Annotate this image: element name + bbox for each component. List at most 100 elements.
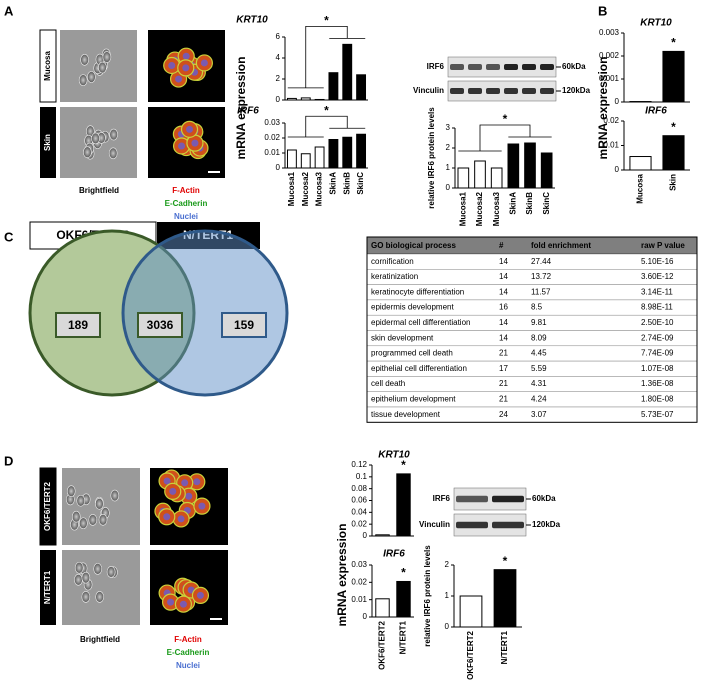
cell — [77, 495, 85, 506]
bar — [475, 161, 486, 188]
table-cell: 2.50E-10 — [641, 318, 674, 327]
x-tick-label: Mucosa1 — [287, 171, 296, 206]
panel-letter: A — [4, 3, 14, 18]
table-cell: epidermis development — [371, 303, 454, 312]
table-cell: 17 — [499, 364, 508, 373]
blot-band — [522, 64, 536, 70]
table-cell: 5.10E-16 — [641, 257, 674, 266]
table-cell: 5.73E-07 — [641, 410, 674, 419]
y-tick-label: 0 — [615, 165, 620, 174]
stain-label: F-Actin — [174, 635, 202, 644]
bar — [287, 150, 296, 168]
bar — [491, 168, 502, 188]
blot-size: 120kDa — [562, 86, 591, 95]
y-axis-label: mRNA expression — [335, 524, 349, 627]
bar — [301, 154, 310, 168]
nucleus — [197, 592, 204, 599]
blot-band — [456, 496, 488, 503]
bar — [329, 73, 338, 100]
blot-size: 60kDa — [562, 62, 586, 71]
y-tick-label: 0.06 — [351, 496, 367, 505]
table-cell: 3.14E-11 — [641, 287, 673, 296]
blot-band — [504, 64, 518, 70]
table-header-cell: fold enrichment — [531, 241, 591, 250]
y-tick-label: 0.01 — [603, 141, 619, 150]
y-tick-label: 1 — [445, 591, 450, 600]
x-tick-label: SkinA — [329, 172, 338, 195]
x-tick-label: SkinC — [542, 192, 551, 215]
nucleus — [201, 59, 208, 66]
x-tick-label: Mucosa3 — [315, 171, 324, 206]
y-tick-label: 0.03 — [351, 560, 367, 569]
bar — [343, 44, 352, 100]
y-tick-label: 0.02 — [264, 133, 280, 142]
bar — [357, 75, 366, 100]
bar — [315, 147, 324, 168]
y-tick-label: 0.08 — [351, 484, 367, 493]
bar — [376, 535, 389, 536]
blot-band — [522, 88, 536, 94]
bar — [508, 144, 519, 188]
bar — [663, 136, 684, 170]
nucleus — [191, 140, 198, 147]
blot-band — [486, 88, 500, 94]
x-tick-label: Mucosa2 — [475, 191, 484, 226]
blot-label: Vinculin — [419, 520, 450, 529]
nucleus — [186, 126, 193, 133]
cell — [107, 566, 115, 577]
table-cell: 4.31 — [531, 379, 547, 388]
blot-band — [504, 88, 518, 94]
table-cell: keratinization — [371, 272, 418, 281]
table-cell: 4.24 — [531, 394, 547, 403]
y-tick-label: 0.02 — [603, 116, 619, 125]
table-cell: 14 — [499, 272, 508, 281]
significance-bracket — [458, 125, 551, 151]
table-cell: 14 — [499, 318, 508, 327]
significance-bracket — [288, 26, 365, 88]
row-label: OKF6/TERT2 — [43, 482, 52, 531]
blot-band — [486, 64, 500, 70]
bar — [343, 137, 352, 168]
nucleus — [168, 62, 175, 69]
y-tick-label: 4 — [276, 53, 281, 62]
x-tick-label: SkinB — [525, 192, 534, 215]
y-tick-label: 0 — [276, 95, 281, 104]
blot-label: IRF6 — [433, 494, 451, 503]
cell — [74, 574, 82, 585]
y-tick-label: 0.01 — [264, 148, 280, 157]
y-tick-label: 1 — [446, 163, 451, 172]
y-tick-label: 0.02 — [351, 519, 367, 528]
table-cell: 21 — [499, 379, 508, 388]
x-tick-label: SkinC — [356, 172, 365, 195]
y-tick-label: 0.002 — [599, 51, 620, 60]
significance: * — [401, 566, 406, 580]
cell — [87, 72, 95, 83]
row-label: N/TERT1 — [43, 570, 52, 604]
y-axis-label: relative IRF6 protein levels — [423, 545, 432, 647]
stain-label: F-Actin — [172, 186, 200, 195]
panel-letter: D — [4, 453, 13, 468]
stain-label: Nuclei — [176, 661, 200, 670]
brightfield-image — [62, 550, 140, 625]
x-tick-label: Mucosa3 — [492, 191, 501, 226]
nucleus — [167, 599, 174, 606]
table-cell: 24 — [499, 410, 508, 419]
y-axis-label: relative IRF6 protein levels — [427, 107, 436, 209]
x-tick-label: SkinB — [342, 172, 351, 195]
cell — [94, 563, 102, 574]
bar — [525, 143, 536, 188]
table-cell: 8.98E-11 — [641, 303, 673, 312]
chart-title: IRF6 — [237, 106, 259, 117]
y-tick-label: 0.02 — [351, 577, 367, 586]
table-header-cell: GO biological process — [371, 241, 456, 250]
chart-title: IRF6 — [383, 549, 405, 560]
y-tick-label: 0.001 — [599, 74, 620, 83]
x-tick-label: Mucosa — [636, 173, 645, 203]
blot-band — [540, 64, 554, 70]
stain-label: E-Cadherin — [167, 648, 210, 657]
bar — [541, 153, 552, 188]
x-tick-label: N/TERT1 — [399, 620, 408, 654]
cell — [81, 54, 89, 65]
blot-band — [468, 88, 482, 94]
